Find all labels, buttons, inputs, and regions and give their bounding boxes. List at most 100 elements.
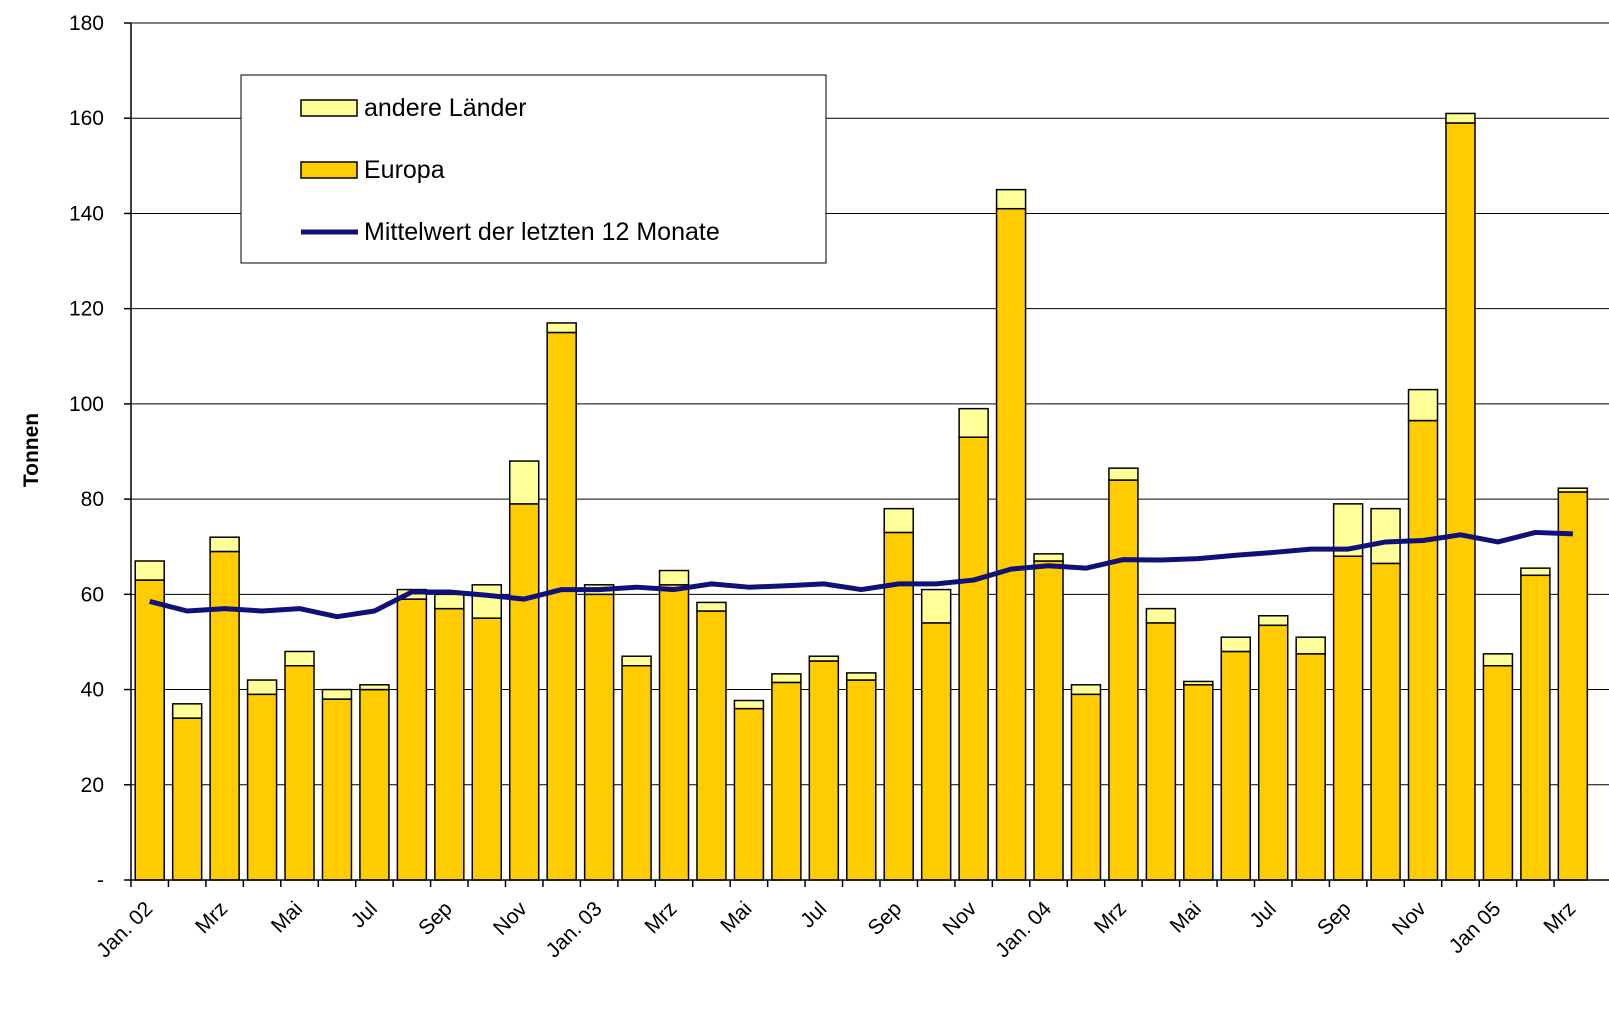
bar — [1145, 622, 1177, 881]
bar — [920, 588, 952, 624]
bar — [696, 601, 727, 612]
y-tick-label: 160 — [69, 107, 104, 130]
x-tick-label: Jan. 04 — [991, 897, 1056, 962]
bar — [1108, 479, 1139, 881]
x-tick-label: Jul — [1246, 897, 1281, 932]
bar — [1520, 567, 1551, 577]
bar — [1332, 555, 1364, 881]
x-tick-label: Nov — [489, 897, 532, 940]
bar — [508, 503, 540, 881]
bar — [209, 536, 240, 553]
bar — [171, 717, 203, 881]
bar — [1482, 665, 1514, 881]
bar — [1220, 636, 1252, 653]
legend: andere Länder Europa Mittelwert der letzte… — [240, 74, 827, 264]
bar — [658, 584, 690, 881]
bar — [134, 560, 165, 581]
x-tick-label: Mrz — [1090, 897, 1131, 938]
x-tick-label: Sep — [414, 897, 457, 940]
bar — [546, 322, 577, 334]
bar — [546, 331, 577, 881]
bar — [846, 672, 877, 681]
bar — [134, 579, 165, 881]
bar — [471, 584, 503, 619]
bar — [1445, 112, 1476, 124]
bar — [321, 688, 353, 700]
bar — [1295, 653, 1326, 881]
bar — [1520, 574, 1551, 881]
y-tick-label: 60 — [81, 583, 104, 606]
bar — [883, 507, 914, 534]
bar — [1108, 467, 1139, 481]
bar — [808, 660, 840, 881]
bar — [846, 679, 877, 881]
legend-label: andere Länder — [364, 94, 527, 122]
x-tick-label: Mai — [716, 897, 756, 937]
legend-swatch — [300, 99, 358, 117]
bar — [1445, 122, 1476, 881]
bar — [733, 699, 765, 710]
y-tick-label: 120 — [69, 298, 104, 321]
y-tick-label: 80 — [81, 488, 104, 511]
bar — [1557, 491, 1589, 881]
bar — [471, 617, 503, 881]
bar — [958, 407, 989, 438]
x-tick-label: Jan. 03 — [542, 897, 607, 962]
y-tick-label: 20 — [81, 774, 104, 797]
x-tick-label: Mrz — [191, 897, 232, 938]
y-tick-label: 40 — [81, 679, 104, 702]
x-tick-label: Jul — [796, 897, 831, 932]
y-axis-label: Tonnen — [20, 413, 43, 487]
bar — [246, 693, 278, 881]
x-tick-label: Mrz — [1539, 897, 1580, 938]
legend-label: Mittelwert der letzten 12 Monate — [364, 218, 720, 246]
bar — [1145, 607, 1177, 624]
bar — [995, 188, 1027, 210]
bar — [808, 655, 840, 662]
bar — [1407, 419, 1439, 881]
bar — [209, 550, 240, 881]
bar — [284, 665, 315, 881]
bar — [396, 598, 428, 881]
bar — [771, 673, 802, 684]
bar — [359, 688, 390, 881]
legend-swatch — [300, 161, 358, 179]
bar — [508, 460, 540, 505]
bar — [1033, 560, 1064, 881]
bar — [1070, 684, 1102, 696]
x-tick-label: Jan. 02 — [92, 897, 157, 962]
bar — [1557, 487, 1589, 493]
bar — [321, 698, 353, 881]
bar — [1257, 615, 1289, 627]
bar — [696, 610, 727, 881]
x-tick-label: Jan 05 — [1445, 897, 1506, 958]
mean-line — [149, 529, 1573, 620]
bar — [1407, 388, 1439, 422]
bar — [1220, 650, 1252, 881]
bar — [359, 684, 390, 691]
bar — [1183, 680, 1214, 686]
bar — [284, 650, 315, 667]
x-tick-label: Mai — [1166, 897, 1206, 937]
bar — [995, 207, 1027, 881]
bar — [1482, 653, 1514, 667]
bar — [1257, 624, 1289, 881]
bar — [1033, 553, 1064, 562]
bar — [621, 665, 652, 881]
bar — [1183, 684, 1214, 881]
x-tick-label: Nov — [938, 897, 981, 940]
x-tick-label: Mrz — [641, 897, 682, 938]
bar — [621, 655, 652, 667]
bar — [1370, 562, 1401, 881]
x-tick-label: Jul — [347, 897, 382, 932]
bar — [583, 593, 615, 881]
bar — [1370, 507, 1401, 565]
x-tick-label: Mai — [267, 897, 307, 937]
bar — [658, 569, 690, 586]
bar — [883, 531, 914, 881]
bar — [733, 707, 765, 881]
x-tick-label: Nov — [1388, 897, 1431, 940]
bar — [958, 436, 989, 881]
